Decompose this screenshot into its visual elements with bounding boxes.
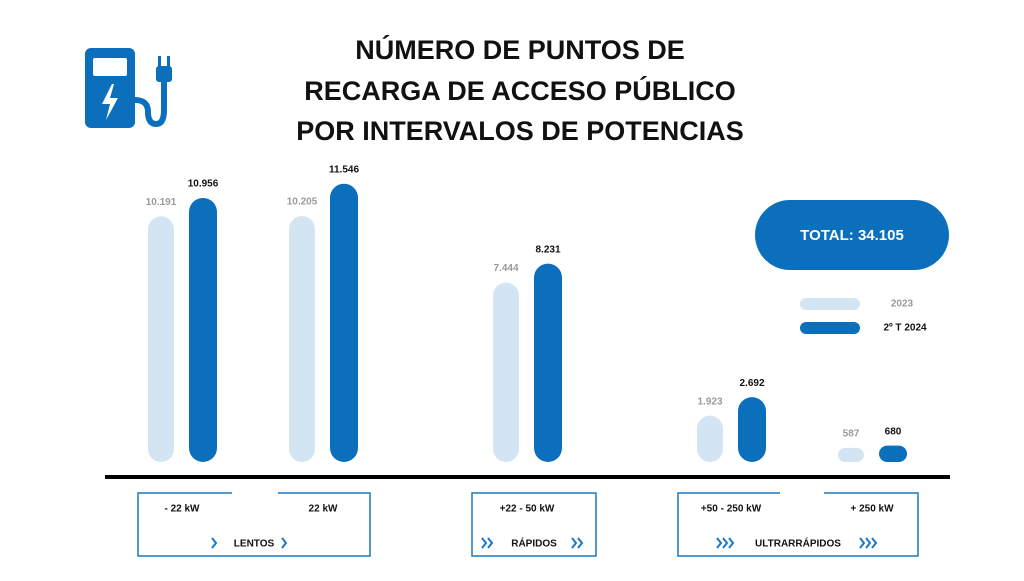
chart-title: POR INTERVALOS DE POTENCIAS [296, 116, 744, 146]
value-label: 10.205 [287, 197, 318, 208]
value-label: 587 [843, 428, 860, 439]
category-label: - 22 kW [164, 504, 200, 515]
category-label: +22 - 50 kW [500, 504, 555, 515]
value-label: 1.923 [697, 396, 722, 407]
group-label: LENTOS [234, 539, 275, 550]
chart-title: RECARGA DE ACCESO PÚBLICO [304, 75, 736, 106]
category-label: + 250 kW [850, 504, 894, 515]
legend-label: 2º T 2024 [883, 323, 927, 334]
value-label: 7.444 [493, 263, 518, 274]
group-label: ULTRARRÁPIDOS [755, 537, 841, 550]
bar [148, 216, 174, 462]
value-label: 680 [885, 426, 902, 437]
group-label: RÁPIDOS [511, 537, 557, 550]
value-label: 2.692 [739, 378, 764, 389]
value-label: 11.546 [329, 164, 359, 175]
category-label: 22 kW [309, 504, 338, 515]
bar [879, 445, 907, 462]
bar [493, 282, 519, 462]
legend-label: 2023 [891, 299, 914, 310]
value-label: 10.956 [188, 179, 219, 190]
total-badge [755, 200, 949, 270]
value-label: 8.231 [535, 244, 560, 255]
bar [289, 216, 315, 462]
charger-icon [85, 48, 172, 128]
value-label: 10.191 [146, 197, 177, 208]
category-label: +50 - 250 kW [701, 504, 762, 515]
total-label: TOTAL: 34.105 [800, 227, 904, 244]
chart-title: NÚMERO DE PUNTOS DE [355, 34, 685, 65]
bar [189, 197, 217, 463]
legend-swatch [800, 322, 860, 334]
bar [330, 183, 358, 462]
bar [738, 397, 766, 462]
legend-swatch [800, 298, 860, 310]
bar [697, 415, 723, 462]
chevrons [211, 537, 878, 549]
bar [838, 447, 864, 462]
category-boxes [137, 492, 919, 557]
bar [534, 263, 562, 462]
